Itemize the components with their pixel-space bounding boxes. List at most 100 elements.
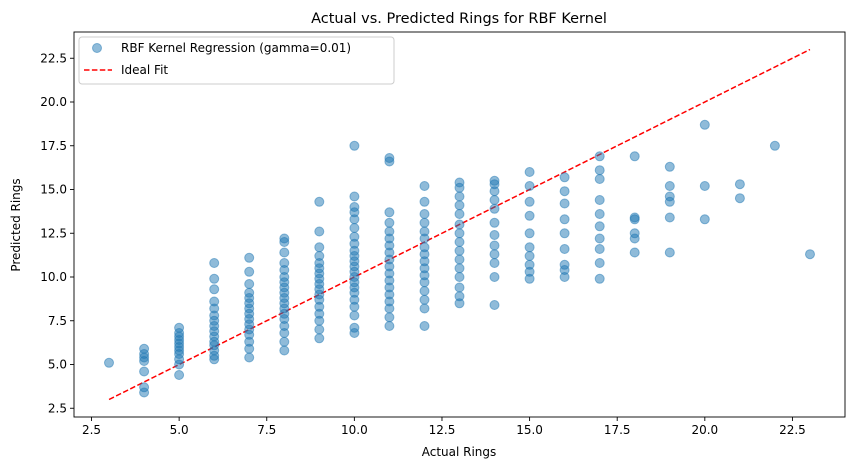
scatter-point <box>454 200 465 211</box>
scatter-point <box>489 230 500 240</box>
scatter-point <box>244 287 255 298</box>
scatter-point <box>629 212 640 223</box>
scatter-point <box>594 174 605 184</box>
scatter-point <box>244 266 255 277</box>
scatter-point <box>629 247 640 258</box>
legend-label-scatter: RBF Kernel Regression (gamma=0.01) <box>121 41 351 55</box>
scatter-point <box>594 244 605 254</box>
x-tick-label: 22.5 <box>779 423 806 437</box>
scatter-point <box>524 259 535 270</box>
scatter-point <box>419 286 430 296</box>
scatter-point <box>489 258 500 268</box>
x-axis-label: Actual Rings <box>422 445 497 459</box>
scatter-point <box>489 240 500 251</box>
scatter-point <box>594 221 605 232</box>
scatter-point <box>489 203 500 214</box>
scatter-point <box>524 242 535 253</box>
y-tick-label: 20.0 <box>40 95 67 109</box>
x-tick-label: 5.0 <box>170 423 189 437</box>
chart-title: Actual vs. Predicted Rings for RBF Kerne… <box>311 11 607 27</box>
scatter-point <box>454 191 465 202</box>
scatter-point <box>349 140 360 151</box>
scatter-point <box>174 322 185 333</box>
scatter-point <box>419 321 430 331</box>
scatter-point <box>384 153 395 163</box>
scatter-point <box>524 196 535 207</box>
scatter-point <box>489 175 500 186</box>
scatter-point <box>419 196 430 207</box>
scatter-point <box>594 165 605 176</box>
scatter-point <box>139 343 150 354</box>
scatter-point <box>384 217 395 228</box>
scatter-point <box>209 273 220 284</box>
scatter-point <box>489 217 500 228</box>
scatter-point <box>699 214 710 225</box>
scatter-point <box>454 245 465 256</box>
scatter-point <box>734 193 745 204</box>
scatter-point <box>524 228 535 239</box>
x-tick-label: 17.5 <box>604 423 631 437</box>
x-tick-label: 12.5 <box>429 423 456 437</box>
scatter-point <box>594 233 605 244</box>
scatter-point <box>244 252 255 263</box>
legend-marker-scatter <box>92 43 102 53</box>
scatter-point <box>454 291 465 302</box>
scatter-point <box>419 294 430 305</box>
scatter-point <box>594 195 605 205</box>
y-tick-label: 7.5 <box>48 314 67 328</box>
scatter-point <box>664 212 675 223</box>
scatter-point <box>489 195 500 205</box>
scatter-point <box>664 191 675 202</box>
scatter-point <box>664 181 675 191</box>
scatter-point <box>699 119 710 130</box>
scatter-point <box>279 258 290 268</box>
y-axis: 2.5 5.0 7.5 10.0 12.5 15.0 17.5 20.0 22.5 <box>40 51 74 415</box>
scatter-point <box>279 345 290 356</box>
scatter-point <box>559 244 570 254</box>
y-tick-label: 12.5 <box>40 226 67 240</box>
scatter-point <box>384 321 395 331</box>
scatter-point <box>279 336 290 347</box>
scatter-point <box>384 226 395 237</box>
scatter-points-layer <box>104 119 815 398</box>
scatter-point <box>805 249 815 260</box>
scatter-point <box>384 207 395 218</box>
scatter-point <box>454 254 465 265</box>
scatter-point <box>454 228 465 239</box>
scatter-point <box>349 231 360 242</box>
x-tick-label: 7.5 <box>257 423 276 437</box>
scatter-point <box>419 226 430 237</box>
scatter-point <box>419 217 430 228</box>
scatter-point <box>419 209 430 219</box>
scatter-point <box>559 186 570 197</box>
scatter-point <box>209 284 220 295</box>
scatter-point <box>349 310 360 321</box>
scatter-point <box>349 202 360 212</box>
scatter-point <box>734 179 745 190</box>
scatter-point <box>314 324 325 335</box>
scatter-point <box>349 322 360 333</box>
scatter-point <box>559 172 570 183</box>
scatter-point <box>454 263 465 274</box>
scatter-point <box>524 210 535 221</box>
scatter-point <box>769 140 780 151</box>
x-tick-label: 15.0 <box>516 423 543 437</box>
scatter-point <box>629 151 640 162</box>
scatter-point <box>594 209 605 219</box>
x-axis: 2.5 5.0 7.5 10.0 12.5 15.0 17.5 20.0 22.5 <box>82 417 806 437</box>
scatter-point <box>454 282 465 293</box>
y-tick-label: 17.5 <box>40 139 67 153</box>
scatter-point <box>664 161 675 172</box>
plot-frame <box>73 31 846 418</box>
y-tick-label: 15.0 <box>40 183 67 197</box>
scatter-point <box>244 279 255 289</box>
scatter-point <box>349 223 360 233</box>
scatter-point <box>314 226 325 237</box>
x-tick-label: 10.0 <box>341 423 368 437</box>
scatter-point <box>279 247 290 258</box>
scatter-point <box>314 333 325 344</box>
x-tick-label: 2.5 <box>82 423 101 437</box>
scatter-point <box>314 251 325 261</box>
scatter-point <box>524 181 535 191</box>
